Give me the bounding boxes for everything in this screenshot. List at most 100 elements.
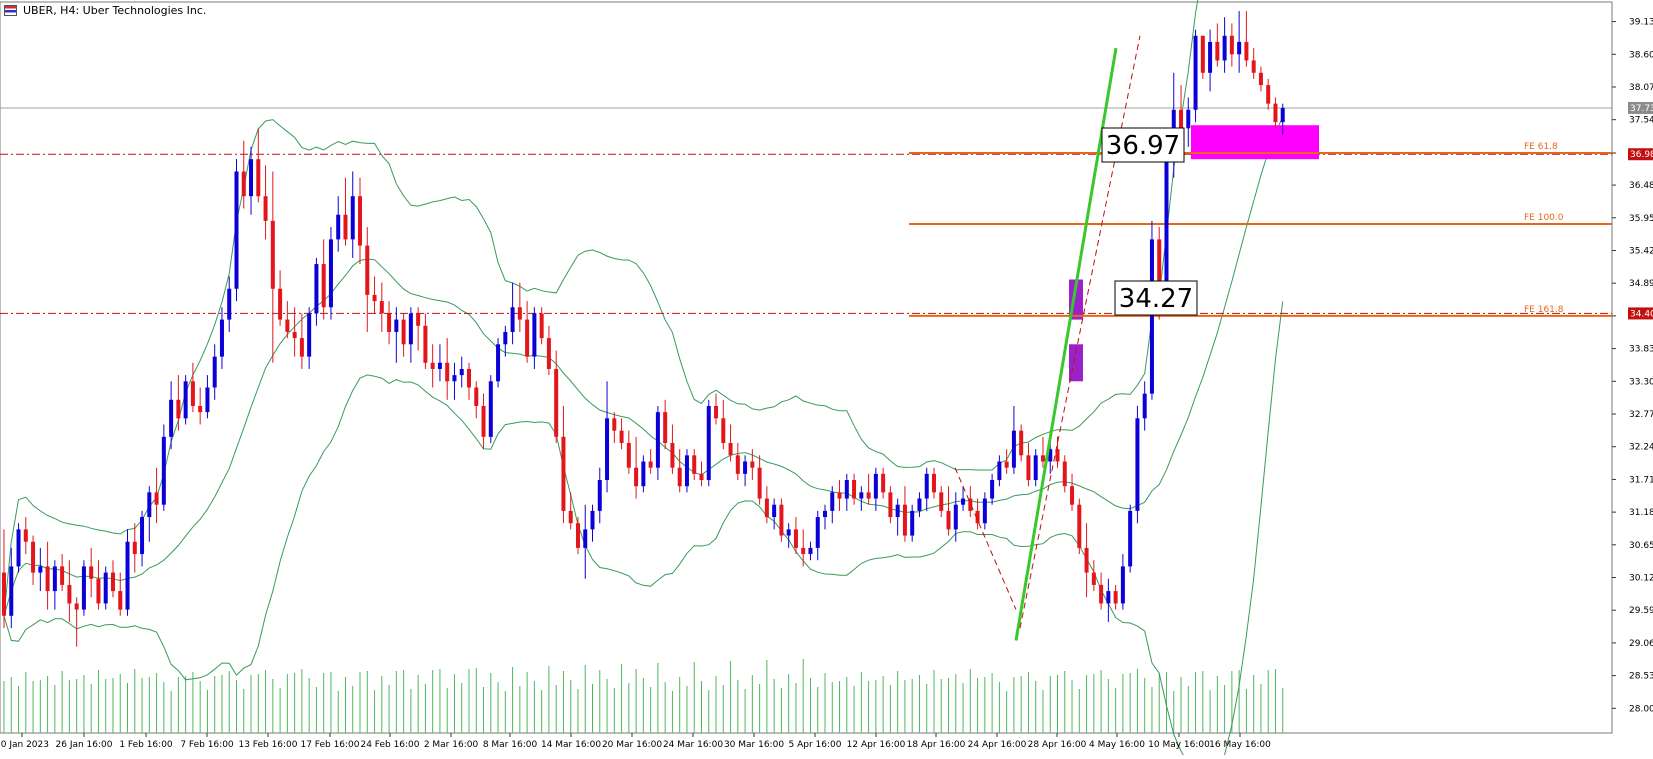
candle-body xyxy=(23,529,28,542)
candle-body xyxy=(815,517,820,548)
candle-body xyxy=(38,566,43,573)
candle-body xyxy=(430,362,435,369)
candle-body xyxy=(270,220,275,289)
x-tick-label: 8 Mar 16:00 xyxy=(483,740,538,750)
annotation-box xyxy=(1101,127,1185,163)
candle-body xyxy=(423,325,428,363)
y-tick-label: 30.65 xyxy=(1629,541,1653,551)
candle-body xyxy=(554,368,559,437)
candle-body xyxy=(110,572,115,592)
x-tick-label: 2 Mar 16:00 xyxy=(424,740,479,750)
candle-body xyxy=(728,443,733,456)
candle-body xyxy=(1258,72,1263,86)
fib-label: FE 161.8 xyxy=(1524,305,1564,315)
candle-body xyxy=(634,467,639,487)
candle-body xyxy=(612,418,617,431)
y-tick-label: 39.13 xyxy=(1629,18,1653,28)
candle-body xyxy=(466,368,471,388)
y-tick-label: 32.77 xyxy=(1629,410,1653,420)
chart-menu-icon[interactable] xyxy=(4,5,17,16)
candle-body xyxy=(328,239,333,308)
candle-body xyxy=(1019,430,1024,456)
candle-body xyxy=(655,412,660,468)
candle-body xyxy=(154,492,159,505)
candle-body xyxy=(408,313,413,345)
x-tick-label: 17 Feb 16:00 xyxy=(300,740,359,750)
candle-body xyxy=(525,319,530,357)
candle-body xyxy=(1164,159,1169,308)
candle-body xyxy=(859,492,864,499)
candle-body xyxy=(45,566,50,592)
candle-body xyxy=(663,412,668,443)
y-tick-label: 29.59 xyxy=(1629,606,1653,616)
candle-body xyxy=(445,362,450,382)
candle-body xyxy=(227,288,232,320)
candle-body xyxy=(503,331,508,345)
candle-body xyxy=(205,387,210,413)
candle-body xyxy=(641,461,646,487)
y-tick-label: 37.54 xyxy=(1629,116,1653,126)
candle-body xyxy=(198,405,203,413)
candle-body xyxy=(939,492,944,511)
candle-body xyxy=(2,572,6,616)
candle-body xyxy=(9,566,14,616)
candle-body xyxy=(670,443,675,468)
candle-body xyxy=(982,498,987,524)
candle-body xyxy=(118,591,123,610)
candle-body xyxy=(931,473,936,493)
candle-body xyxy=(910,510,915,536)
y-tick-label: 33.30 xyxy=(1629,377,1653,387)
price-tag-label: 36.98 xyxy=(1630,150,1653,160)
candle-body xyxy=(307,313,312,357)
x-tick-label: 20 Mar 16:00 xyxy=(602,740,662,750)
candle-body xyxy=(590,510,595,530)
red-trend-line-2 xyxy=(954,467,1017,610)
y-tick-label: 36.48 xyxy=(1629,181,1653,191)
purple-zone-lower xyxy=(1069,344,1083,382)
x-tick-label: 1 Feb 16:00 xyxy=(119,740,173,750)
candle-body xyxy=(961,498,966,505)
candle-body xyxy=(314,264,319,314)
candle-body xyxy=(1070,486,1075,505)
candle-body xyxy=(1215,41,1220,61)
candle-body xyxy=(256,159,261,197)
candle-body xyxy=(278,288,283,320)
candle-body xyxy=(1084,547,1089,573)
candle-body xyxy=(808,547,813,555)
candle-body xyxy=(488,381,493,437)
candle-body xyxy=(1004,461,1009,468)
candle-body xyxy=(96,578,101,604)
candle-body xyxy=(561,436,566,511)
y-tick-label: 38.60 xyxy=(1629,50,1653,60)
candle-body xyxy=(743,461,748,474)
y-tick-label: 31.18 xyxy=(1629,508,1653,518)
annotation-text: 34.27 xyxy=(1119,284,1193,314)
candle-body xyxy=(241,171,246,197)
x-tick-label: 24 Mar 16:00 xyxy=(663,740,723,750)
candle-body xyxy=(132,541,137,555)
candle-body xyxy=(968,498,973,511)
y-tick-label: 35.95 xyxy=(1629,214,1653,224)
y-tick-label: 31.71 xyxy=(1629,475,1653,485)
candle-body xyxy=(125,541,130,610)
y-tick-label: 28.00 xyxy=(1629,704,1653,714)
candle-body xyxy=(852,480,857,499)
candle-body xyxy=(299,338,304,357)
lower-band xyxy=(3,301,1284,759)
candle-body xyxy=(321,264,326,308)
candle-body xyxy=(1229,35,1234,55)
candle-body xyxy=(997,461,1002,481)
candle-body xyxy=(1244,41,1249,61)
x-tick-label: 16 May 16:00 xyxy=(1209,740,1271,750)
candle-body xyxy=(437,362,442,369)
candle-body xyxy=(1011,430,1016,468)
candle-body xyxy=(786,529,791,536)
candle-body xyxy=(1135,418,1140,511)
y-tick-label: 35.42 xyxy=(1629,246,1653,256)
annotation-text: 36.97 xyxy=(1106,131,1180,161)
candle-body xyxy=(975,510,980,524)
candle-body xyxy=(510,307,515,332)
candle-body xyxy=(677,467,682,487)
